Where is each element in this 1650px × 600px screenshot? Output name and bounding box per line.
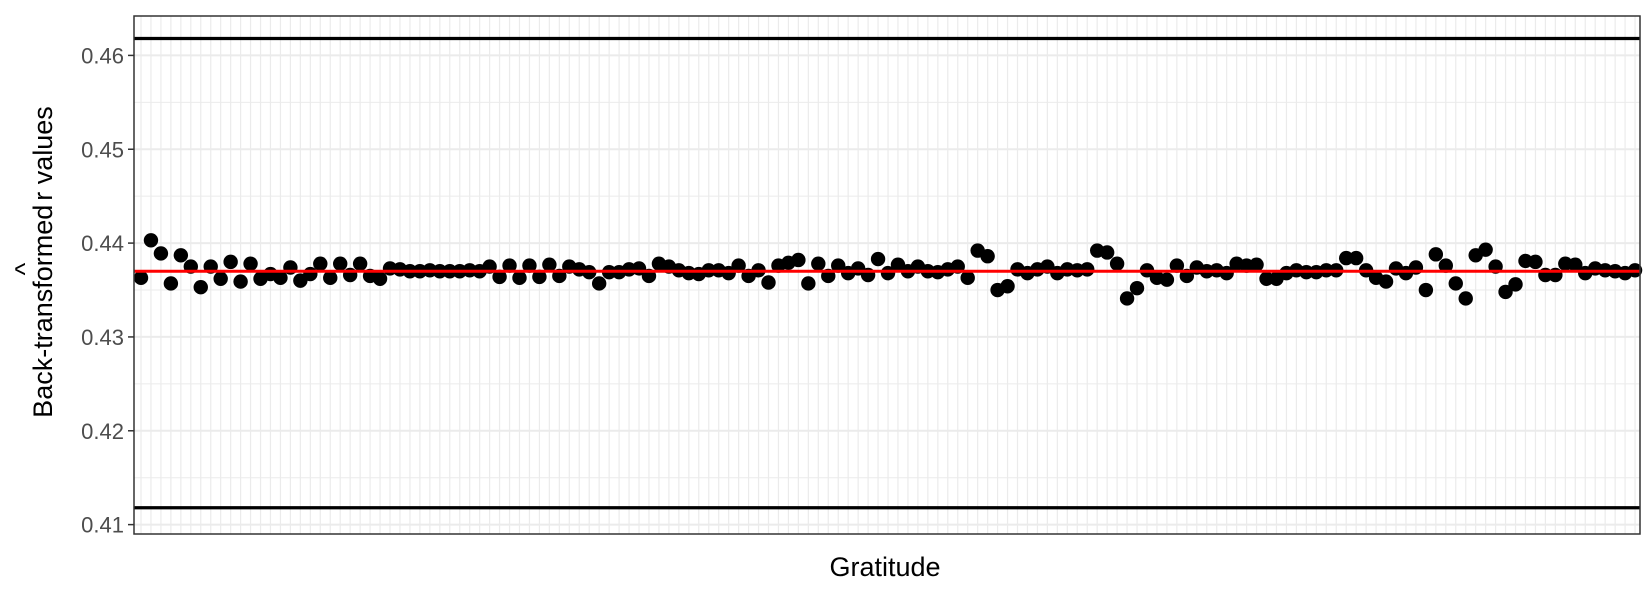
x-axis-title: Gratitude — [829, 552, 940, 582]
major-gridlines-y — [134, 54, 1640, 526]
data-point — [1159, 272, 1175, 287]
data-point — [1508, 277, 1523, 292]
data-point — [372, 271, 388, 286]
data-point — [1119, 291, 1135, 306]
y-axis-title: Back-transformed r values ^ — [10, 106, 58, 418]
data-point — [532, 269, 547, 285]
data-point — [980, 249, 995, 264]
y-axis-title-tail: values — [28, 106, 58, 192]
y-axis-title-main: Back-transformed — [28, 205, 58, 418]
data-point — [831, 258, 846, 273]
data-point — [1109, 256, 1125, 271]
data-point — [163, 276, 179, 291]
y-tick-label: 0.45 — [81, 137, 124, 162]
data-point — [303, 266, 318, 282]
data-point — [1528, 254, 1543, 270]
data-point — [143, 233, 159, 248]
data-point — [1169, 258, 1185, 273]
data-point — [1099, 245, 1115, 260]
reference-lines — [134, 36, 1640, 510]
data-point — [731, 258, 746, 273]
data-point — [761, 275, 776, 290]
data-point — [870, 251, 886, 267]
data-point — [223, 254, 238, 270]
data-point — [1219, 265, 1234, 281]
data-point — [1259, 271, 1274, 286]
data-point — [273, 270, 288, 286]
data-point — [1080, 262, 1095, 277]
data-point — [1498, 284, 1513, 300]
y-axis-tick-labels: 0.41 0.42 0.43 0.44 0.45 0.46 — [81, 43, 124, 537]
data-point — [1458, 291, 1473, 306]
y-tick-label: 0.41 — [81, 513, 124, 538]
data-point — [243, 256, 258, 271]
data-point — [233, 274, 248, 289]
data-point — [193, 279, 208, 295]
data-point — [801, 276, 816, 291]
data-point — [1568, 257, 1583, 272]
y-axis-ticks — [128, 54, 134, 526]
data-point — [1249, 257, 1264, 272]
data-point — [502, 258, 517, 273]
data-point — [960, 270, 975, 286]
data-point — [1378, 274, 1394, 289]
data-point — [1448, 276, 1463, 291]
data-point — [1418, 282, 1434, 298]
data-point — [1129, 280, 1145, 296]
data-point — [721, 265, 736, 281]
panel-border — [133, 15, 1641, 535]
y-axis-title-hat: ^ — [10, 262, 40, 275]
y-tick-label: 0.46 — [81, 43, 124, 68]
data-point — [791, 252, 806, 268]
y-tick-label: 0.44 — [81, 231, 124, 256]
data-point — [1000, 279, 1015, 294]
data-point — [492, 269, 507, 285]
data-point — [1438, 258, 1454, 273]
data-point — [522, 258, 537, 273]
data-point — [542, 257, 557, 272]
data-point — [153, 246, 169, 261]
data-point — [1338, 250, 1354, 266]
data-point — [173, 248, 189, 263]
data-point — [1428, 247, 1444, 262]
data-point — [880, 265, 896, 281]
data-point — [1348, 250, 1364, 266]
y-axis-title-r: r — [28, 192, 58, 201]
minor-gridlines-y — [134, 101, 1640, 479]
data-point — [352, 256, 368, 271]
data-point — [811, 256, 826, 271]
data-point — [591, 276, 607, 291]
y-axis-title-text: Back-transformed r values — [28, 106, 58, 418]
y-tick-label: 0.42 — [81, 419, 124, 444]
y-tick-label: 0.43 — [81, 325, 124, 350]
data-point — [512, 270, 527, 286]
data-point — [313, 256, 328, 271]
data-point — [1478, 242, 1493, 257]
data-point — [213, 271, 228, 286]
data-point — [133, 270, 149, 286]
data-point — [323, 270, 338, 286]
data-point — [333, 256, 348, 271]
